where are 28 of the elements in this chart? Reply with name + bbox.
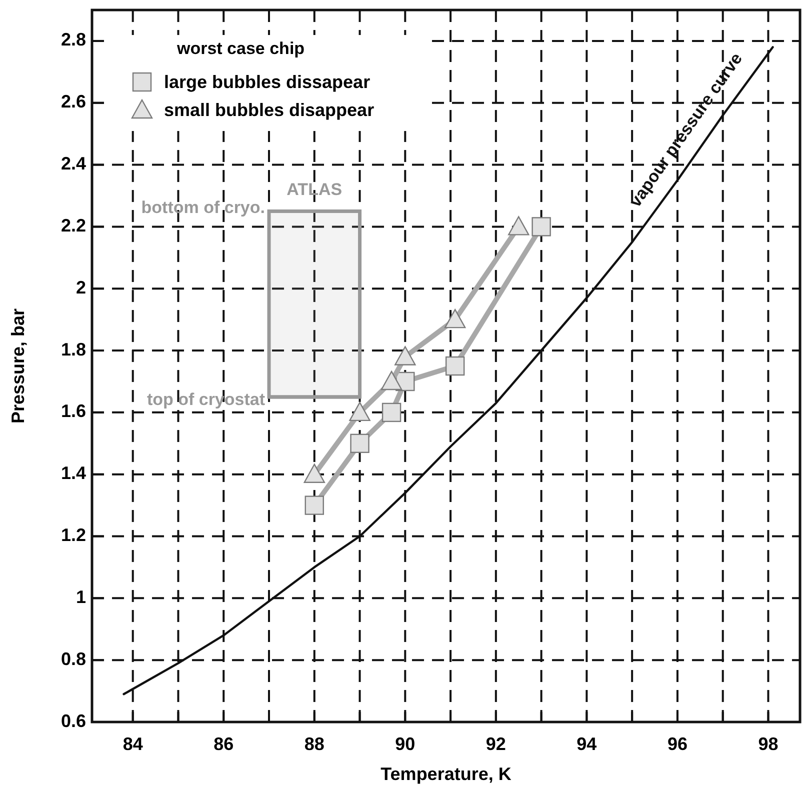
- x-tick-label: 94: [576, 734, 597, 754]
- y-tick-label: 2.2: [60, 215, 86, 236]
- y-tick-label: 0.6: [60, 710, 86, 731]
- x-tick-label: 84: [122, 734, 143, 754]
- y-tick-label: 1.8: [60, 339, 86, 360]
- legend-title: worst case chip: [176, 39, 305, 58]
- ref-line-label: top of cryostat: [146, 390, 266, 409]
- y-tick-label: 2.4: [60, 154, 86, 174]
- legend-label: large bubbles dissapear: [164, 72, 370, 92]
- x-tick-label: 86: [214, 734, 234, 754]
- y-tick-label: 1.4: [60, 463, 86, 484]
- ref-line-label: bottom of cryo.: [141, 198, 265, 218]
- x-axis-title: Temperature, K: [380, 764, 512, 784]
- x-tick-label: 92: [486, 734, 506, 754]
- x-tick-label: 90: [395, 734, 416, 754]
- x-tick-label: 88: [304, 734, 324, 754]
- y-tick-label: 2.8: [60, 30, 86, 50]
- y-tick-label: 1.2: [60, 525, 86, 546]
- legend-label: small bubbles disappear: [164, 100, 374, 120]
- y-tick-label: 0.8: [60, 648, 86, 669]
- y-axis-title: Pressure, bar: [8, 308, 28, 424]
- band-label: ATLAS: [286, 180, 342, 200]
- y-tick-label: 1: [76, 586, 86, 607]
- y-tick-label: 1.6: [60, 401, 86, 422]
- x-tick-label: 98: [758, 734, 778, 754]
- y-tick-label: 2.6: [60, 92, 86, 112]
- y-tick-label: 2: [76, 277, 86, 298]
- x-tick-label: 96: [667, 734, 688, 754]
